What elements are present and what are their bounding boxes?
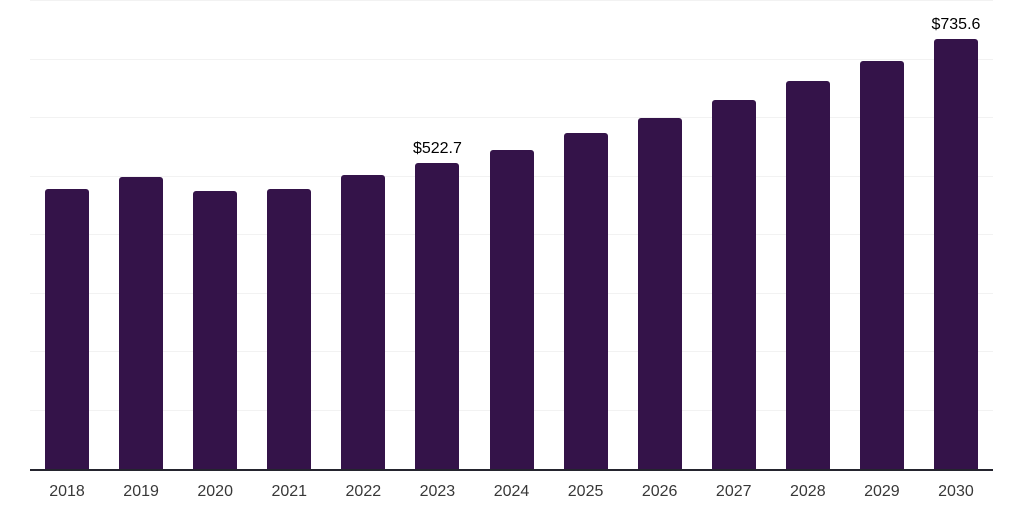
bar-2023 [415,163,460,469]
bar-2029 [859,61,904,469]
plot-area: $522.7 $735.6 [30,0,993,471]
x-tick-2022: 2022 [345,483,382,500]
bar-2021 [267,188,312,469]
gridline-600 [30,117,993,118]
x-tick-2020: 2020 [197,483,233,500]
bar-2028 [785,81,830,469]
x-tick-2026: 2026 [641,483,678,500]
x-axis-line [30,469,993,471]
bar-2027 [711,99,756,469]
bar-2020 [193,191,238,469]
data-label-2030: $735.6 [931,15,981,33]
bar-2022 [341,174,386,469]
data-label-2023: $522.7 [412,140,462,158]
bar-2026 [637,118,682,469]
bar-2025 [563,133,608,469]
bar-2019 [119,176,164,469]
bar-2018 [45,189,90,469]
x-tick-2029: 2029 [864,483,900,500]
gridline-700 [30,58,993,60]
bar-2030 [933,38,978,469]
x-axis-tick-labels: 2018 2019 2020 2021 2022 2023 2024 2025 2026 2027… [30,483,993,505]
x-tick-2025: 2025 [567,483,604,500]
x-tick-2030: 2030 [938,483,974,500]
x-tick-2027: 2027 [715,483,752,500]
x-tick-2023: 2023 [419,483,456,500]
x-tick-2024: 2024 [493,483,530,500]
x-tick-2018: 2018 [49,483,85,500]
bar-2024 [489,149,534,469]
gridline-800 [30,0,993,1]
x-tick-2021: 2021 [271,483,308,500]
x-tick-2028: 2028 [790,483,826,500]
x-tick-2019: 2019 [123,483,159,500]
